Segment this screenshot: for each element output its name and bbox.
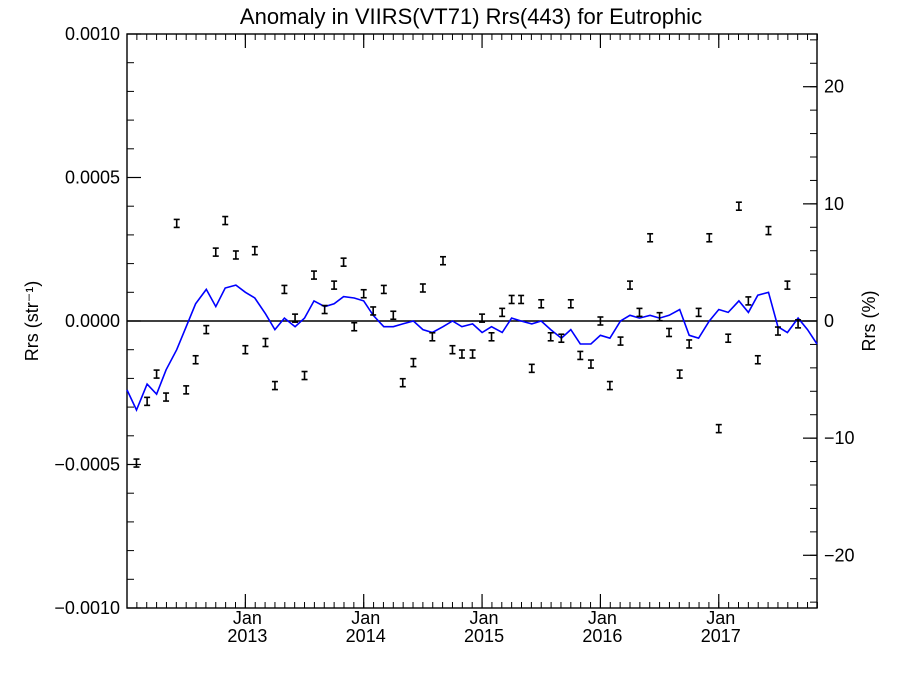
data-point (380, 284, 387, 295)
left-tick-label: 0.0000 (65, 311, 120, 331)
right-tick-label: 10 (824, 194, 844, 214)
data-point (784, 280, 791, 290)
data-point (597, 316, 604, 326)
data-point (360, 288, 367, 299)
data-point (479, 313, 486, 323)
right-tick-label: 0 (824, 311, 834, 331)
smoothed-line (126, 284, 818, 412)
left-tick-label: −0.0005 (54, 455, 120, 475)
data-point (617, 336, 624, 346)
data-point (567, 298, 574, 309)
data-point (192, 354, 199, 365)
data-point (577, 350, 584, 361)
data-point (133, 458, 140, 468)
data-point (281, 284, 288, 295)
errorbar-points-series (133, 201, 802, 468)
data-point (647, 232, 654, 243)
data-point (695, 307, 702, 318)
data-point (765, 225, 772, 236)
data-point (469, 349, 476, 359)
x-tick-label-month: Jan (588, 608, 617, 628)
data-point (636, 307, 643, 318)
left-tick-label: 0.0005 (65, 168, 120, 188)
left-tick-label: 0.0010 (65, 24, 120, 44)
data-point (774, 326, 781, 336)
chart-title: Anomaly in VIIRS(VT71) Rrs(443) for Eutr… (240, 4, 702, 29)
data-point (292, 313, 299, 323)
data-point (745, 296, 752, 306)
right-tick-label: −10 (824, 428, 855, 448)
data-point (251, 245, 258, 256)
data-point (715, 423, 722, 434)
data-point (429, 331, 436, 342)
data-point (725, 333, 732, 344)
x-tick-label-year: 2016 (582, 626, 622, 646)
data-point (558, 333, 565, 344)
data-point (419, 283, 426, 293)
data-point (458, 349, 465, 359)
data-point (310, 270, 317, 280)
data-point (706, 232, 713, 243)
x-tick-label-month: Jan (470, 608, 499, 628)
data-point (528, 363, 535, 374)
data-point (606, 380, 613, 391)
data-point (222, 215, 229, 226)
data-point (410, 357, 417, 368)
data-point (488, 331, 495, 342)
data-point (587, 359, 594, 369)
data-point (242, 344, 249, 355)
data-point (232, 250, 239, 260)
data-point (173, 218, 180, 229)
x-tick-label-month: Jan (706, 608, 735, 628)
data-point (547, 331, 554, 342)
data-point (212, 247, 219, 257)
left-tick-label: −0.0010 (54, 598, 120, 618)
data-point (538, 298, 545, 309)
data-point (518, 294, 525, 305)
right-axis: 20 10 0 −10 −20 (803, 39, 855, 603)
x-tick-label-year: 2017 (701, 626, 741, 646)
data-point (676, 369, 683, 379)
x-tick-label-month: Jan (233, 608, 262, 628)
data-point (399, 377, 406, 388)
x-tick-label-month: Jan (351, 608, 380, 628)
data-point (440, 255, 447, 266)
data-point (449, 344, 456, 355)
data-point (795, 319, 802, 329)
data-point (390, 310, 397, 321)
right-tick-label: −20 (824, 545, 855, 565)
data-point (203, 324, 210, 335)
data-point (331, 280, 338, 290)
data-point (271, 380, 278, 391)
data-point (370, 306, 377, 316)
data-point (340, 257, 347, 267)
left-axis: 0.0010 0.0005 0.0000 −0.0005 −0.0010 (54, 24, 141, 618)
data-point (321, 304, 328, 315)
data-point (183, 385, 190, 395)
data-point (262, 337, 269, 348)
data-point (666, 327, 673, 338)
data-point (735, 201, 742, 211)
data-point (754, 354, 761, 365)
data-point (656, 311, 663, 322)
data-point (144, 396, 151, 407)
data-point (508, 294, 515, 305)
data-point (686, 339, 693, 349)
right-tick-label: 20 (824, 77, 844, 97)
data-point (153, 369, 160, 379)
x-tick-label-year: 2013 (227, 626, 267, 646)
x-tick-label-year: 2015 (464, 626, 504, 646)
data-point (499, 307, 506, 318)
smoothed-line-series (126, 284, 818, 412)
left-axis-label: Rrs (str⁻¹) (22, 281, 42, 361)
data-point (163, 392, 170, 402)
x-tick-label-year: 2014 (346, 626, 386, 646)
data-point (627, 280, 634, 290)
data-point (301, 370, 308, 381)
data-point (351, 321, 358, 332)
right-axis-label: Rrs (%) (859, 291, 879, 352)
